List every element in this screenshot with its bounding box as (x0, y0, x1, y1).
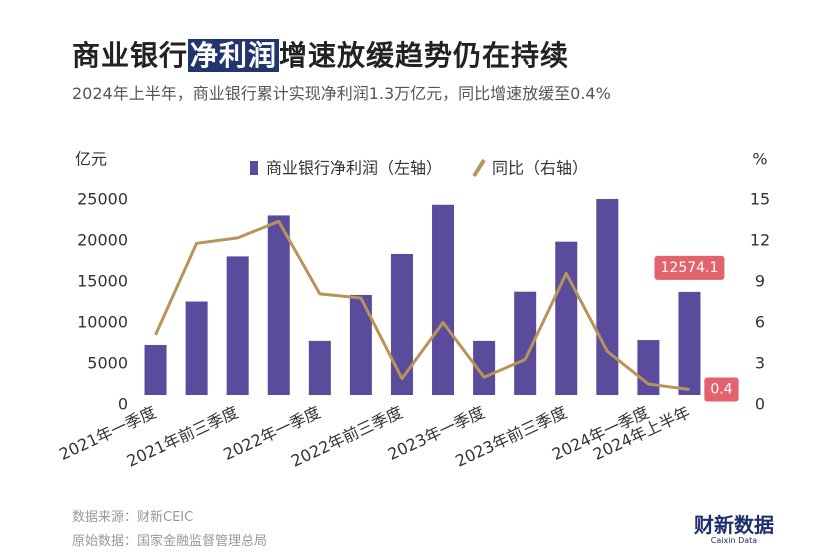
legend-swatch (472, 158, 486, 178)
chart: 亿元 % 05000100001500020000250000369121520… (56, 150, 770, 471)
y2-tick-label: 15 (750, 190, 770, 209)
data-label: 12574.1 (661, 260, 719, 276)
y2-tick-label: 3 (755, 354, 765, 373)
bar (637, 340, 660, 395)
y2-tick-label: 12 (750, 231, 770, 250)
chart-title: 商业银行净利润增速放缓趋势仍在持续 (72, 34, 569, 74)
logo-text: 财新数据 (694, 513, 774, 537)
bar (226, 256, 249, 395)
data-label-box (654, 255, 725, 280)
logo: 财新数据 Caixin Data (694, 514, 774, 545)
legend-swatch (250, 161, 258, 175)
y-tick-label: 0 (118, 395, 128, 414)
y-tick-label: 25000 (77, 190, 128, 209)
data-label-box (704, 377, 739, 402)
raw-source: 原始数据：国家金融监督管理总局 (72, 534, 268, 549)
title-highlight: 净利润 (188, 39, 280, 72)
y2-axis-label: % (752, 150, 767, 169)
bar (678, 291, 701, 395)
y-tick-label: 15000 (77, 272, 128, 291)
bar (349, 294, 372, 395)
data-label-group: 12574.1 (654, 255, 725, 280)
bar (555, 241, 578, 395)
title-part: 商业银行 (72, 39, 189, 72)
title-part: 增速放缓趋势仍在持续 (279, 39, 570, 72)
bar (144, 344, 167, 395)
bar (473, 340, 496, 395)
data-label: 0.4 (710, 382, 732, 398)
data-label-group: 0.4 (704, 377, 739, 402)
bar (432, 204, 455, 395)
y2-tick-label: 9 (755, 272, 765, 291)
bar (185, 301, 208, 395)
bar (514, 291, 537, 395)
source: 数据来源：财新CEIC (72, 510, 194, 525)
bar (267, 215, 290, 395)
legend-label: 商业银行净利润（左轴） (266, 159, 442, 178)
y-tick-label: 10000 (77, 313, 128, 332)
y2-tick-label: 0 (755, 395, 765, 414)
line (154, 219, 690, 392)
bar (596, 199, 619, 395)
y2-tick-label: 6 (755, 313, 765, 332)
logo-sub: Caixin Data (710, 536, 758, 545)
bar (308, 340, 331, 395)
y-axis-label: 亿元 (75, 150, 107, 169)
chart-subtitle: 2024年上半年，商业银行累计实现净利润1.3万亿元，同比增速放缓至0.4% (72, 84, 611, 103)
y-tick-label: 5000 (87, 354, 128, 373)
legend-label: 同比（右轴） (492, 159, 588, 178)
bar (390, 253, 413, 395)
y-tick-label: 20000 (77, 231, 128, 250)
